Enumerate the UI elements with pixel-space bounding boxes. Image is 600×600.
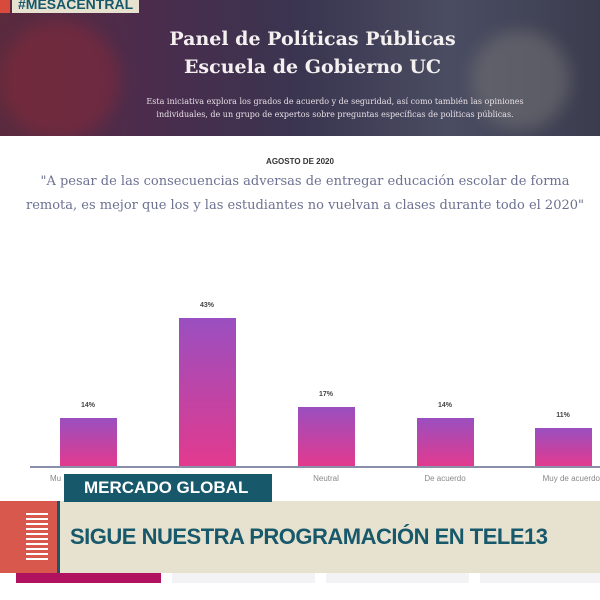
program-label: MERCADO GLOBAL	[64, 474, 272, 502]
survey-question: "A pesar de las consecuencias adversas d…	[25, 174, 584, 213]
ghost-bar	[480, 573, 600, 583]
ghost-bar	[326, 573, 469, 583]
bar-value-label: 14%	[437, 401, 452, 409]
bar	[60, 417, 117, 466]
ghost-bar	[172, 573, 315, 583]
ticker-text: SIGUE NUESTRA PROGRAMACIÓN EN TELE13	[57, 501, 600, 573]
bar	[179, 318, 236, 466]
panel-title: Panel de Políticas Públicas	[169, 28, 456, 50]
channel-logo	[0, 501, 57, 573]
bar-chart: 14% Mu 43% 17% Neutral 14% De acuerdo 11% Muy de…	[0, 290, 600, 490]
bar-value-label: 43%	[199, 302, 214, 309]
panel-intro: Esta iniciativa explora los grados de ac…	[146, 97, 524, 119]
hashtag-label: #MESACENTRAL	[12, 0, 140, 13]
bar	[417, 417, 474, 466]
category-label: Muy de acuerdo	[542, 474, 600, 483]
accent-bar	[16, 573, 161, 583]
x-axis	[30, 466, 600, 468]
header-banner: Panel de Políticas Públicas Escuela de G…	[0, 0, 600, 136]
bar	[535, 428, 592, 466]
category-label: De acuerdo	[424, 474, 466, 483]
category-label: Neutral	[313, 474, 339, 483]
bar-value-label: 17%	[318, 391, 333, 399]
logo-rays-icon	[26, 513, 48, 561]
bar-value-label: 14%	[80, 401, 95, 409]
bar	[298, 407, 355, 466]
survey-date: AGOSTO DE 2020	[266, 157, 334, 166]
channel-marker	[0, 0, 10, 13]
category-label: Mu	[50, 474, 62, 483]
panel-subtitle: Escuela de Gobierno UC	[183, 56, 442, 78]
bar-value-label: 11%	[556, 412, 570, 420]
